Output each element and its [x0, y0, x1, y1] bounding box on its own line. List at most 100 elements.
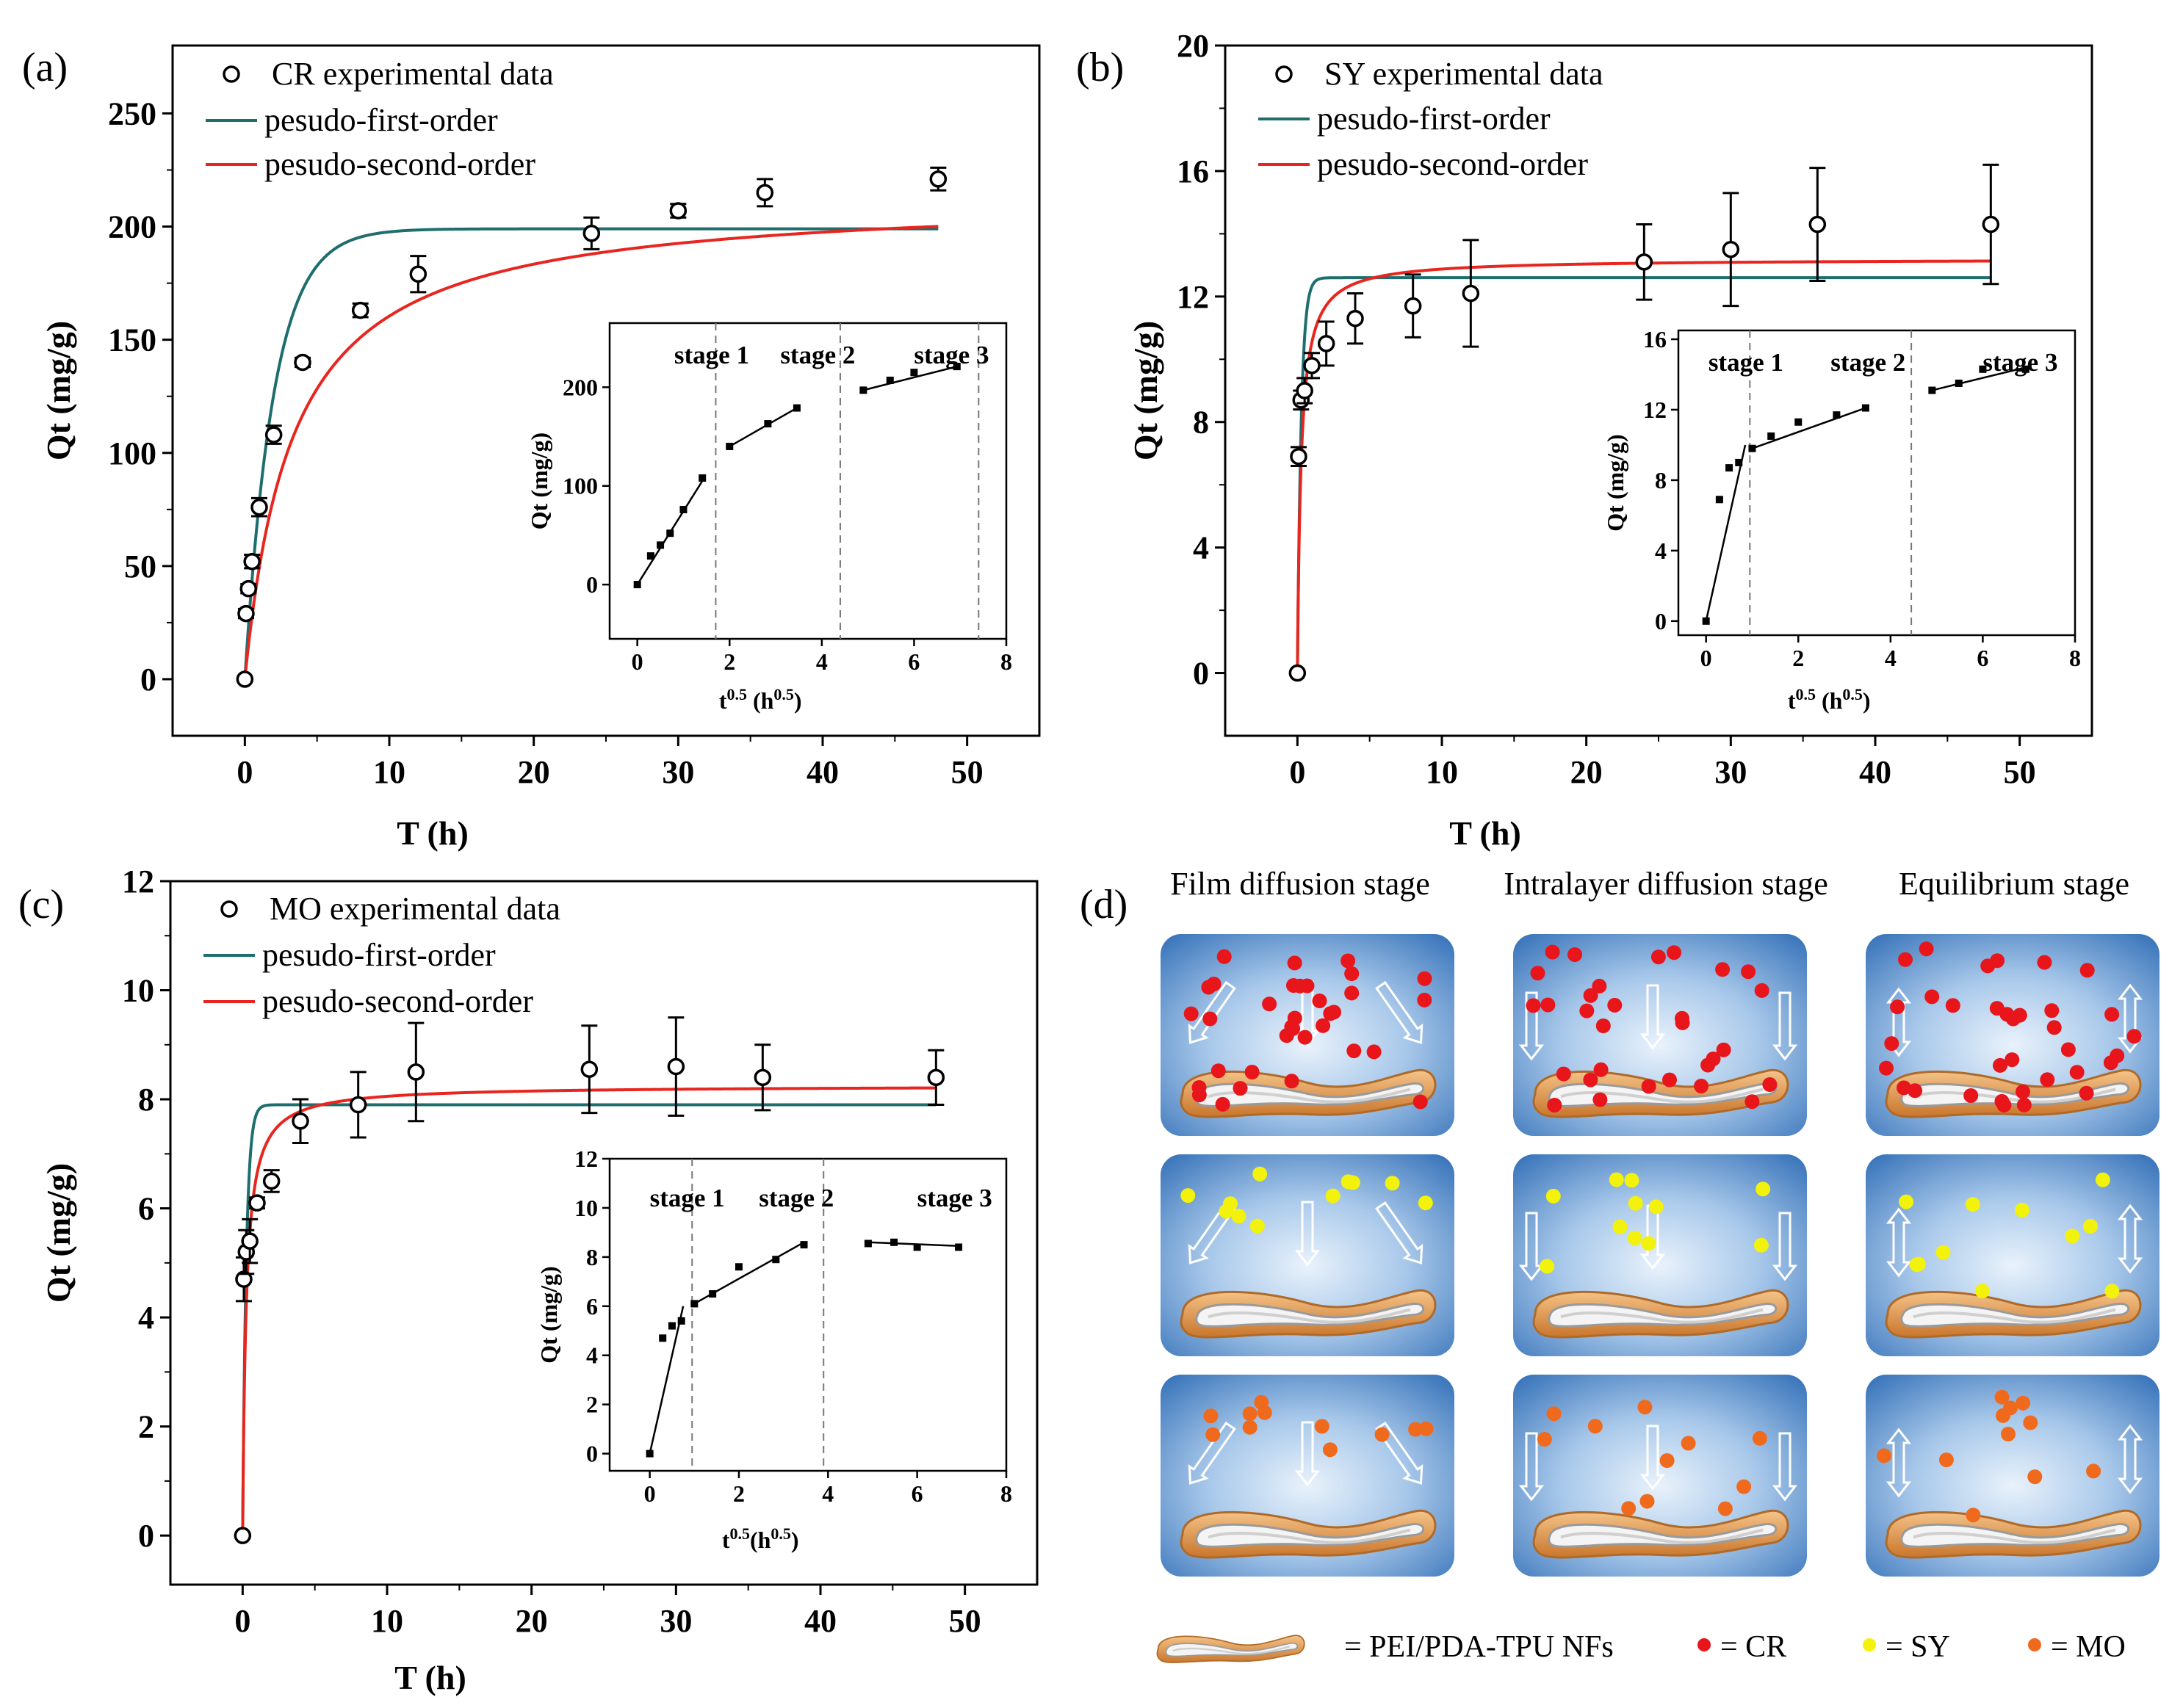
- cr-dye-dot: [1545, 944, 1560, 960]
- mo-dye-dot: [2086, 1463, 2101, 1479]
- y-tick-label: 150: [108, 322, 156, 358]
- cr-dye-dot: [1210, 1063, 1226, 1079]
- arrow-icon: [1188, 980, 1236, 1044]
- inset-point: [1767, 432, 1775, 440]
- legend-pfo: pesudo-first-order: [264, 102, 498, 138]
- y-tick-label: 16: [1177, 153, 1209, 189]
- cr-dye-dot: [1675, 1015, 1690, 1030]
- stage-fit-line: [1932, 366, 2027, 391]
- cr-dye-dot: [2079, 963, 2095, 978]
- cr-dye-dot: [1366, 1044, 1382, 1060]
- y-axis-title: Qt (mg/g): [40, 1163, 77, 1303]
- inset-point: [679, 505, 688, 513]
- pso-fit-line: [243, 225, 939, 680]
- inset-x-tick-label: 0: [632, 648, 643, 675]
- double-arrow-icon: [2117, 1204, 2143, 1274]
- cr-dye-dot: [1202, 1011, 1218, 1027]
- x-tick-label: 40: [1859, 754, 1891, 790]
- inset-x-tick-label: 8: [1000, 648, 1012, 675]
- scheme-box-mo-intralayer: [1513, 1375, 1807, 1577]
- cr-dye-dot: [1989, 1001, 2005, 1016]
- inset-y-axis-title: Qt (mg/g): [535, 1266, 562, 1363]
- experimental-point: [1290, 447, 1307, 466]
- inset-x-tick-label: 8: [2069, 645, 2081, 671]
- inset-point: [1735, 458, 1743, 466]
- inset-point: [859, 386, 867, 394]
- mo-dye-dot: [1637, 1400, 1653, 1415]
- panel-d-letter: (d): [1080, 882, 1127, 927]
- inset-point: [1715, 496, 1723, 504]
- cr-dye-dot: [1990, 953, 2005, 969]
- experimental-point: [1808, 215, 1827, 234]
- mo-dye-dot: [1752, 1430, 1767, 1446]
- arrow-icon: [1639, 1425, 1666, 1491]
- double-arrow-icon: [2117, 983, 2143, 1054]
- inset-y-tick-label: 6: [586, 1293, 598, 1320]
- experimental-point: [409, 265, 427, 283]
- experimental-point: [1982, 215, 2000, 234]
- mo-dye-dot: [1418, 1421, 1434, 1436]
- mo-dye-dot: [1242, 1406, 1258, 1422]
- experimental-point: [754, 1068, 772, 1087]
- cr-dye-dot: [1344, 966, 1360, 981]
- mo-dye-dot: [2027, 1469, 2043, 1485]
- inset-x-axis-title: t0.5 (h0.5): [719, 685, 802, 714]
- sy-dye-dot: [1628, 1195, 1643, 1211]
- cr-dye-dot: [1567, 947, 1582, 962]
- stage-label: stage 3: [1982, 348, 2057, 377]
- experimental-point: [582, 225, 601, 242]
- cr-dye-dot: [1897, 1080, 1911, 1096]
- y-tick-label: 4: [138, 1300, 154, 1336]
- cr-dye-dot: [2103, 1055, 2118, 1071]
- cr-dye-dot: [1607, 997, 1623, 1013]
- cr-dye-dot: [1919, 941, 1934, 957]
- mo-dye-dot: [1938, 1452, 1954, 1468]
- scheme-box-cr-film: [1161, 934, 1454, 1136]
- experimental-point: [1303, 357, 1321, 374]
- double-arrow-icon: [2117, 1424, 2143, 1494]
- sy-dye-dot: [2082, 1219, 2098, 1234]
- cr-dye-dot: [1412, 1094, 1428, 1110]
- legend-experimental: MO experimental data: [270, 891, 560, 927]
- mo-key-dot: [2028, 1638, 2041, 1651]
- stage-label: stage 2: [1830, 348, 1905, 377]
- cr-dye-dot: [1583, 1072, 1598, 1088]
- inset-frame: [1677, 329, 2076, 637]
- fiber-key-label: = PEI/PDA-TPU NFs: [1344, 1630, 1614, 1664]
- experimental-point: [250, 498, 268, 516]
- inset-chart: 0 2 4 6 8 0 4 8 12 16 t0.5 (h0.5) Qt (mg/g) stage 1 s…: [1602, 326, 2081, 714]
- inset-point: [764, 420, 772, 428]
- mo-dye-dot: [1994, 1389, 2010, 1405]
- experimental-point: [929, 170, 948, 188]
- sy-key-label: = SY: [1886, 1630, 1950, 1664]
- sy-dye-dot: [1910, 1256, 1926, 1272]
- cr-dye-dot: [2046, 1020, 2062, 1035]
- legend-pfo: pesudo-first-order: [262, 937, 496, 973]
- cr-dye-dot: [2005, 1052, 2020, 1068]
- experimental-point: [1462, 284, 1480, 303]
- experimental-point: [756, 184, 774, 202]
- experimental-point: [262, 1172, 281, 1190]
- inset-point: [735, 1263, 743, 1271]
- sy-dye-dot: [1418, 1195, 1433, 1211]
- cr-dye-dot: [1945, 998, 1960, 1013]
- inset-point: [657, 541, 665, 549]
- arrow-icon: [1518, 1432, 1545, 1502]
- cr-dye-dot: [1762, 1077, 1778, 1092]
- sy-key-dot: [1863, 1638, 1876, 1651]
- cr-dye-dot: [1526, 998, 1541, 1013]
- cr-dye-dot: [1417, 971, 1432, 986]
- fiber-key-icon: [1156, 1634, 1306, 1664]
- arrow-icon: [1294, 1421, 1321, 1487]
- cr-dye-dot: [1312, 994, 1327, 1008]
- inset-y-tick-label: 8: [1655, 467, 1667, 493]
- legend-experimental: SY experimental data: [1324, 56, 1603, 92]
- mo-dye-dot: [1587, 1419, 1603, 1434]
- sy-dye-dot: [2104, 1284, 2120, 1299]
- sy-dye-dot: [1974, 1284, 1990, 1299]
- inset-point: [800, 1241, 808, 1249]
- cr-dye-dot: [1890, 999, 1905, 1015]
- inset-y-tick-label: 4: [1655, 538, 1667, 564]
- arrow-icon: [1639, 1204, 1666, 1270]
